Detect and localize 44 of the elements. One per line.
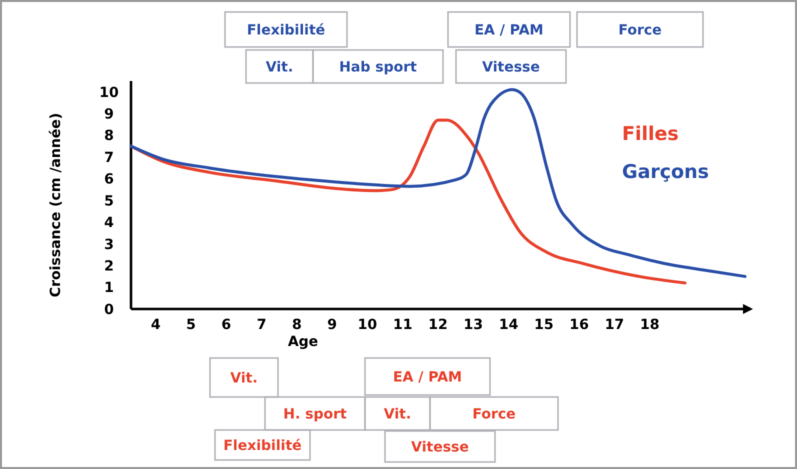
x-tick-label: 13 — [464, 317, 484, 333]
y-tick-label: 6 — [104, 172, 114, 188]
y-tick-label: 8 — [104, 128, 114, 144]
y-tick-label: 9 — [104, 106, 114, 122]
x-tick-label: 12 — [428, 317, 448, 333]
x-tick-label: 16 — [569, 317, 589, 333]
text: Flexibilité — [246, 22, 326, 38]
x-tick-label: 10 — [358, 317, 378, 333]
x-axis-title: Age — [288, 334, 318, 350]
x-tick-label: 18 — [640, 317, 660, 333]
y-tick-label: 7 — [104, 150, 114, 166]
y-tick-label: 2 — [104, 258, 114, 274]
text: EA / PAM — [474, 22, 544, 38]
y-tick-label: 5 — [104, 193, 114, 210]
y-tick-label: 3 — [104, 236, 114, 253]
x-tick-label: 9 — [327, 317, 338, 333]
x-tick-label: 11 — [392, 317, 412, 333]
text: Garçons — [622, 161, 709, 183]
y-tick-label: 10 — [99, 84, 119, 101]
x-tick-label: 7 — [256, 317, 266, 333]
x-tick-label: 5 — [186, 317, 196, 333]
y-tick-label: 0 — [104, 302, 114, 318]
text: Vitesse — [482, 59, 540, 76]
text: Vit. — [384, 406, 412, 422]
text: Hab sport — [339, 59, 418, 76]
text: Vit. — [266, 59, 294, 76]
y-axis-title: Croissance (cm /année) — [48, 112, 64, 298]
text: H. sport — [283, 406, 348, 422]
y-tick-label: 1 — [104, 280, 114, 296]
text: Vit. — [230, 370, 258, 386]
y-tick-label: 4 — [104, 215, 114, 232]
text: Vitesse — [411, 439, 469, 456]
text: Flexibilité — [223, 438, 302, 454]
text: Force — [472, 406, 516, 422]
line-series — [130, 88, 746, 278]
text: Filles — [622, 123, 679, 145]
x-tick-label: 15 — [534, 317, 554, 333]
x-tick-label: 17 — [604, 317, 624, 333]
x-tick-label: 8 — [292, 317, 302, 333]
x-tick-label: 14 — [498, 317, 519, 333]
x-tick-label: 4 — [150, 317, 161, 333]
text: EA / PAM — [392, 369, 462, 386]
text: Force — [618, 22, 662, 38]
x-tick-label: 6 — [221, 317, 232, 333]
